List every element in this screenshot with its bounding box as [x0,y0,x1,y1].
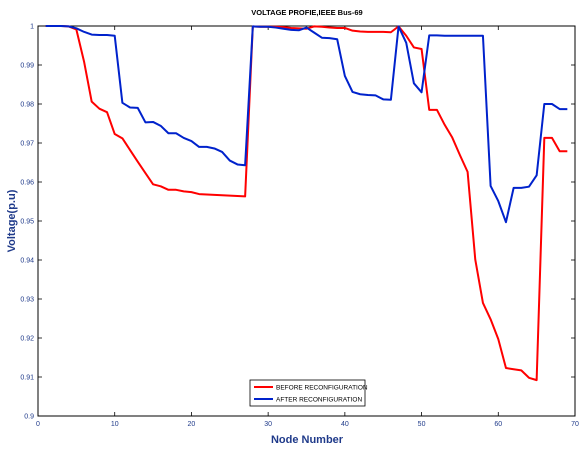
legend-label-after: AFTER RECONFIGURATION [276,397,362,404]
legend-label-before: BEFORE RECONFIGURATION [276,385,368,392]
x-tick-label: 70 [571,421,579,428]
y-tick-label: 0.99 [20,63,34,70]
legend-box [249,379,366,407]
x-axis-label: Node Number [271,434,344,446]
y-tick-label: 0.93 [20,297,34,304]
y-tick-label: 0.94 [20,258,34,265]
x-tick-label: 50 [418,421,426,428]
x-tick-label: 10 [111,421,119,428]
series-group [45,25,568,382]
y-tick-label: 0.97 [20,141,34,148]
y-tick-label: 0.91 [20,375,34,382]
x-tick-label: 0 [36,421,40,428]
series-line-after-reconfiguration [45,25,568,224]
y-tick-label: 0.95 [20,219,34,226]
x-tick-label: 30 [264,421,272,428]
chart-title: VOLTAGE PROFIE,IEEE Bus-69 [251,8,362,17]
x-tick-label: 40 [341,421,349,428]
y-tick-label: 1 [30,24,34,31]
y-axis: 0.9 0.91 0.92 0.93 0.94 0.95 0.96 0.97 0.98 0.99 1 [20,24,575,421]
legend: BEFORE RECONFIGURATION AFTER RECONFIGURA… [249,379,368,407]
plot-area [37,25,576,417]
y-axis-label: Voltage(p.u) [6,189,18,252]
x-tick-label: 20 [188,421,196,428]
y-tick-label: 0.9 [24,414,34,421]
y-tick-label: 0.98 [20,102,34,109]
x-tick-label: 60 [494,421,502,428]
y-tick-label: 0.92 [20,336,34,343]
y-tick-label: 0.96 [20,180,34,187]
x-axis: 0 10 20 30 40 50 60 70 [36,26,579,428]
